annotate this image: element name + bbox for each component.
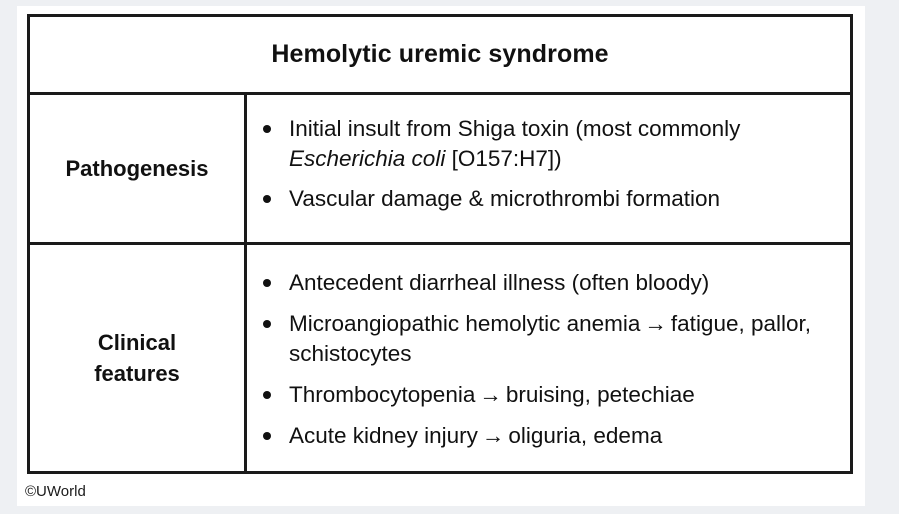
list-item: Acute kidney injury → oliguria, edema [259,421,836,451]
clinical-features-content: Antecedent diarrheal illness (often bloo… [247,245,850,471]
pathogenesis-content: Initial insult from Shiga toxin (most co… [247,95,850,242]
figure-card: Hemolytic uremic syndrome Pathogenesis I… [17,6,865,506]
bullet-text: bruising, petechiae [505,382,695,407]
bullet-text: Vascular damage & microthrombi formation [289,186,721,211]
arrow-right-icon: → [479,382,502,407]
copyright-notice: ©UWorld [25,483,86,500]
arrow-right-icon: → [481,423,505,448]
label-line: Clinical [97,330,177,355]
bullet-text: Thrombocytopenia [289,382,476,407]
bullet-text: Antecedent diarrheal illness (often bloo… [289,270,710,295]
bullet-text: oliguria, edema [508,423,663,448]
list-item: Thrombocytopenia → bruising, petechiae [259,380,836,410]
hus-summary-table: Hemolytic uremic syndrome Pathogenesis I… [27,14,853,474]
pathogenesis-bullet-list: Initial insult from Shiga toxin (most co… [259,95,836,214]
label-line: features [94,361,180,386]
bullet-text-suffix: [O157:H7]) [445,146,562,171]
bullet-text: fatigue, pallor, schistocytes [289,311,812,366]
list-item: Initial insult from Shiga toxin (most co… [259,114,836,174]
bullet-text: Acute kidney injury [289,423,478,448]
pathogenesis-label: Pathogenesis [30,95,247,242]
arrow-right-icon: → [644,311,667,336]
bullet-italic-organism: Escherichia coli [289,146,446,171]
table-title: Hemolytic uremic syndrome [271,40,609,68]
list-item: Antecedent diarrheal illness (often bloo… [259,268,836,298]
bullet-text: Microangiopathic hemolytic anemia [289,311,641,336]
clinical-features-label: Clinical features [30,245,247,471]
clinical-features-label-text: Clinical features [94,327,180,389]
table-title-row: Hemolytic uremic syndrome [30,17,850,95]
pathogenesis-label-text: Pathogenesis [65,156,209,181]
clinical-features-row: Clinical features Antecedent diarrheal il… [30,245,850,471]
bullet-text: Initial insult from Shiga toxin (most co… [289,116,741,141]
clinical-bullet-list: Antecedent diarrheal illness (often bloo… [259,245,836,451]
pathogenesis-row: Pathogenesis Initial insult from Shiga t… [30,95,850,245]
list-item: Microangiopathic hemolytic anemia → fatigu… [259,309,836,369]
list-item: Vascular damage & microthrombi formation [259,184,836,214]
